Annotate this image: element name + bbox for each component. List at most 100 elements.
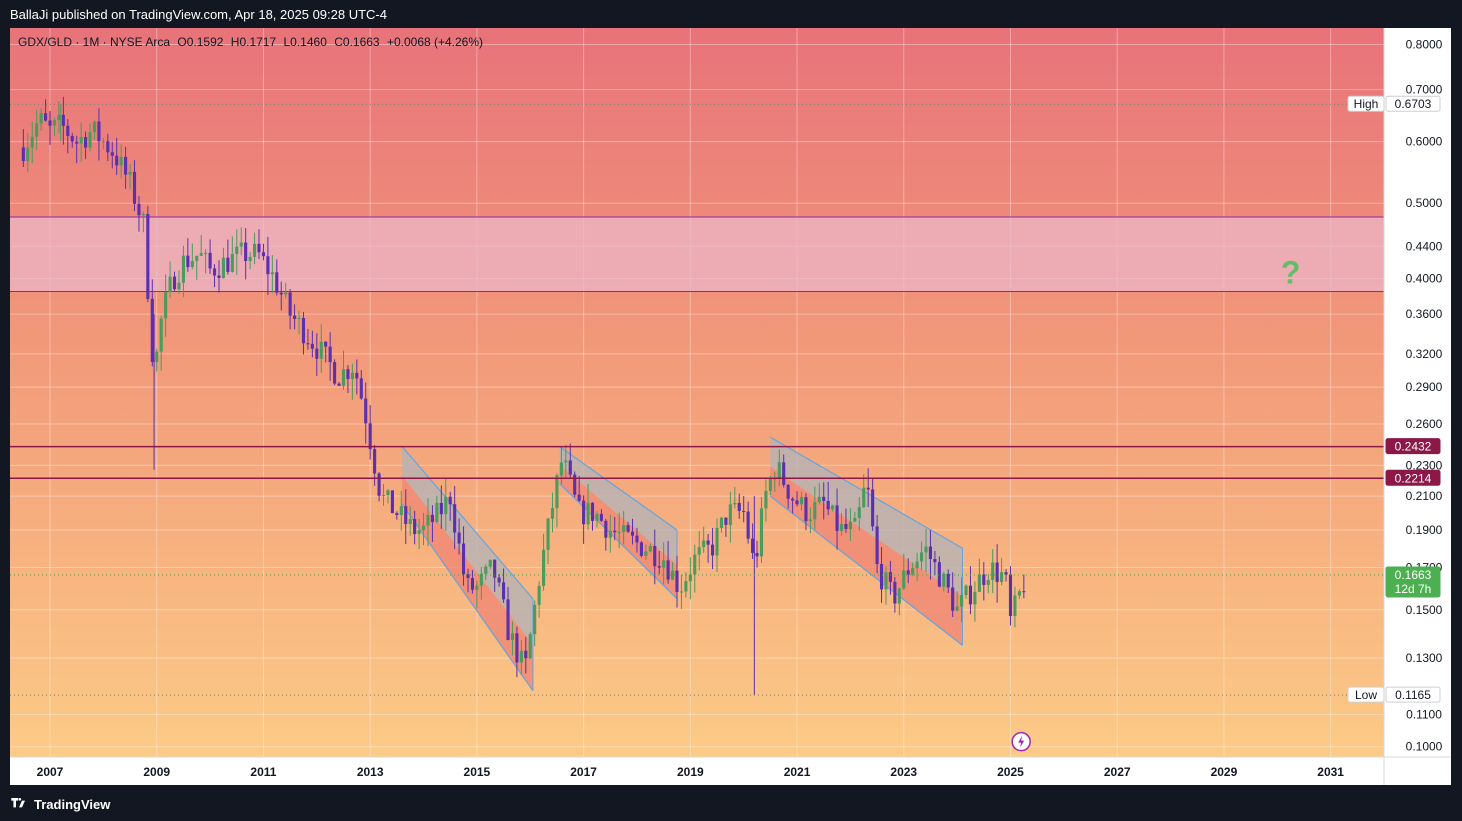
candle-body (813, 502, 817, 520)
channel-lower-fill (770, 466, 963, 646)
x-tick-label: 2023 (890, 765, 917, 779)
candle-body (986, 579, 990, 585)
candle-body (693, 554, 697, 575)
candle-body (413, 519, 417, 535)
candle-body (888, 572, 892, 582)
candle-body (968, 585, 973, 605)
candle-body (70, 135, 74, 142)
candle-body (1008, 574, 1013, 616)
candle-body (822, 496, 826, 501)
candle-body (284, 292, 288, 295)
candle-body (533, 604, 537, 635)
candle-body (502, 582, 506, 600)
price-chart[interactable]: 0.8000 0.7000 0.6000 0.5000 0.4400 0.4000 0.36… (10, 28, 1451, 785)
candle-body (177, 282, 181, 290)
x-tick-label: 2025 (997, 765, 1024, 779)
candle-body (315, 348, 319, 359)
high-label-box (1347, 95, 1385, 112)
low-label: Low (1355, 688, 1377, 702)
tradingview-footer[interactable]: TradingView (10, 794, 110, 814)
candle-body (853, 517, 857, 522)
candle-body (106, 141, 110, 153)
candle-body (768, 478, 772, 491)
candle-body (44, 113, 48, 121)
candle-body (328, 346, 332, 363)
price-tag-box (1385, 438, 1441, 455)
candle-body (857, 507, 861, 518)
candle-body (150, 298, 154, 363)
candle-body (635, 535, 639, 543)
candle-body (461, 543, 466, 575)
candle-body (711, 544, 715, 556)
candle-body (866, 487, 870, 490)
candle-body (706, 540, 710, 545)
candle-body (235, 246, 239, 254)
candle-body (26, 147, 30, 162)
candle-body (39, 113, 43, 124)
candle-body (395, 513, 399, 515)
candle-body (404, 506, 408, 524)
candle-body (1000, 572, 1004, 582)
candle-body (30, 136, 34, 148)
x-tick-label: 2011 (250, 765, 276, 779)
candle-body (497, 577, 501, 583)
candle-body (639, 542, 643, 556)
candle-body (488, 559, 492, 567)
candle-body (906, 570, 910, 575)
candle-body (719, 517, 724, 528)
x-tick-label: 2015 (464, 765, 491, 779)
candle-body (666, 560, 670, 580)
y-tick-label: 0.3600 (1406, 307, 1443, 321)
candle-body (817, 496, 821, 503)
y-tick-label: 0.1100 (1406, 708, 1442, 722)
candle-body (542, 549, 546, 586)
candle-body (159, 318, 163, 352)
x-tick-label: 2013 (357, 765, 384, 779)
candle-body (399, 506, 403, 515)
candle-body (590, 502, 595, 521)
candle-body (973, 591, 977, 605)
tradingview-logo-icon (11, 798, 25, 808)
x-tick-label: 2017 (570, 765, 597, 779)
candle-body (791, 498, 795, 501)
candle-body (421, 525, 426, 531)
publisher-header: BallaJi published on TradingView.com, Ap… (10, 7, 387, 22)
candle-body (804, 497, 808, 522)
candle-body (239, 242, 243, 247)
candle-body (697, 547, 701, 555)
candle-body (799, 497, 804, 505)
candle-body (648, 546, 652, 552)
candle-body (626, 525, 630, 532)
candle-body (630, 531, 635, 536)
chart-frame[interactable]: 0.8000 0.7000 0.6000 0.5000 0.4400 0.4000 0.36… (10, 28, 1451, 785)
x-tick-label: 2027 (1104, 765, 1131, 779)
price-tag-label: 0.6703 (1395, 97, 1432, 111)
candle-body (172, 276, 177, 290)
candle-body (52, 120, 57, 126)
candle-body (119, 156, 123, 166)
candle-body (653, 546, 657, 567)
y-tick-label: 0.2300 (1406, 458, 1443, 472)
candle-body (951, 587, 955, 611)
y-tick-label: 0.1000 (1406, 740, 1443, 754)
x-tick-label: 2021 (784, 765, 811, 779)
candle-body (960, 595, 964, 607)
candle-body (141, 214, 145, 216)
candle-body (1004, 572, 1008, 575)
candle-body (937, 562, 941, 587)
candle-body (608, 530, 612, 538)
candle-body (301, 317, 306, 344)
symbol-name[interactable]: GDX/GLD · 1M · NYSE Arca (18, 35, 171, 49)
candle-body (253, 243, 257, 257)
candle-body (230, 253, 234, 272)
candle-body (679, 591, 683, 593)
candle-body (66, 125, 70, 136)
candle-body (457, 532, 461, 544)
candle-body (181, 255, 185, 283)
candle-body (333, 362, 337, 384)
candle-body (524, 650, 528, 659)
x-tick-label: 2019 (677, 765, 704, 779)
y-tick-label: 0.4400 (1406, 239, 1443, 253)
candle-body (355, 372, 359, 379)
channel-top-line (559, 446, 678, 531)
